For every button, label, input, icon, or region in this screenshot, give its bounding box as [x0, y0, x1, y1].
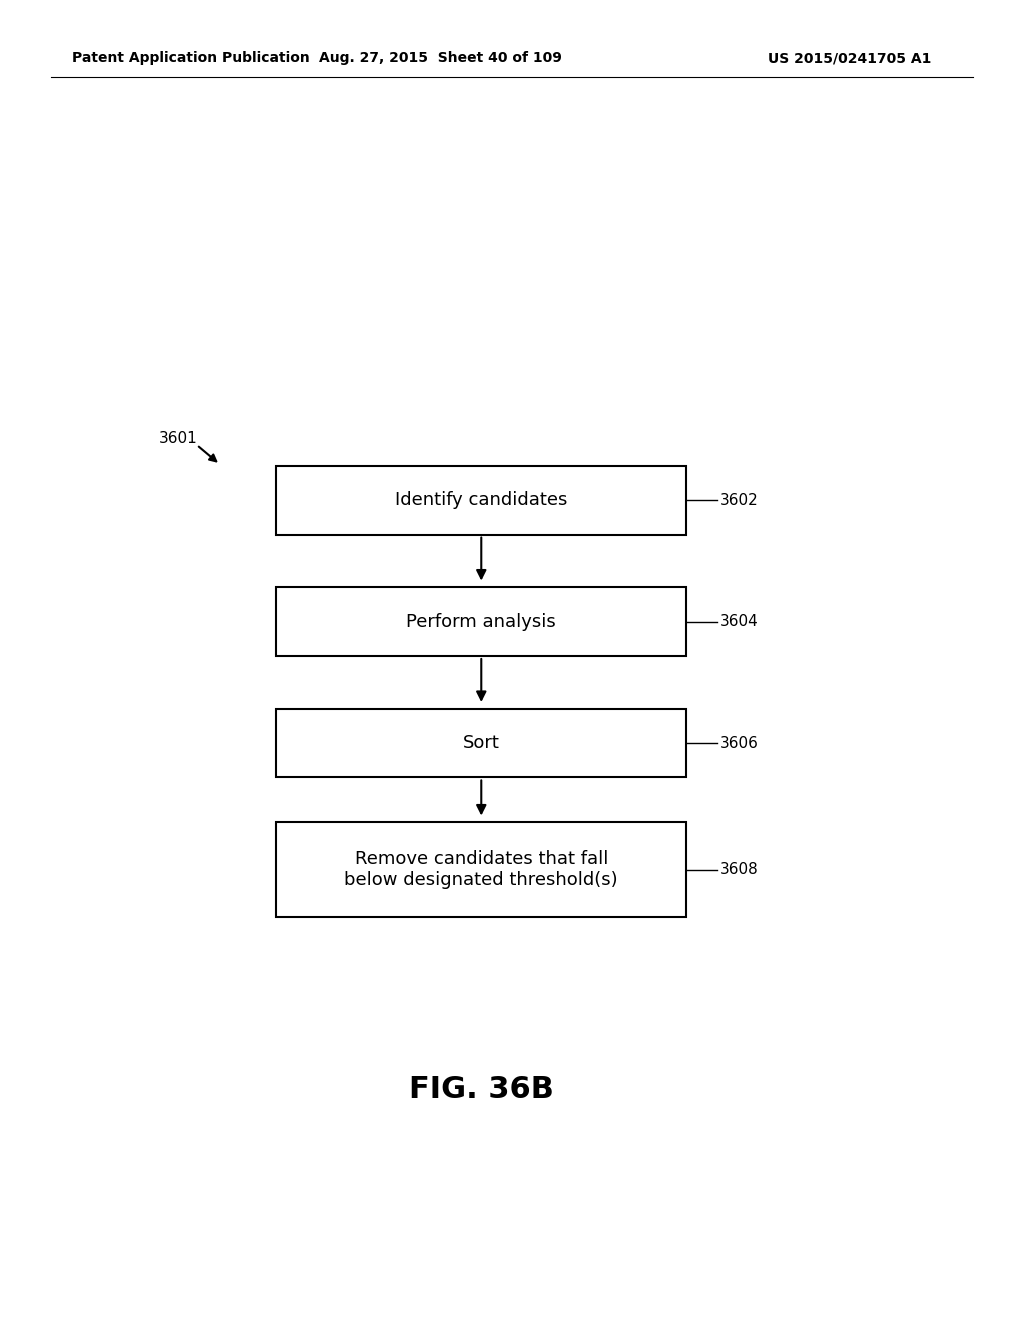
FancyBboxPatch shape [276, 587, 686, 656]
Text: 3606: 3606 [720, 735, 759, 751]
Text: Patent Application Publication: Patent Application Publication [72, 51, 309, 65]
FancyBboxPatch shape [276, 709, 686, 777]
Text: Sort: Sort [463, 734, 500, 752]
FancyBboxPatch shape [276, 822, 686, 917]
Text: Aug. 27, 2015  Sheet 40 of 109: Aug. 27, 2015 Sheet 40 of 109 [318, 51, 562, 65]
FancyBboxPatch shape [276, 466, 686, 535]
Text: FIG. 36B: FIG. 36B [409, 1074, 554, 1104]
Text: 3604: 3604 [720, 614, 759, 630]
Text: Remove candidates that fall
below designated threshold(s): Remove candidates that fall below design… [344, 850, 618, 890]
Text: US 2015/0241705 A1: US 2015/0241705 A1 [768, 51, 932, 65]
Text: 3601: 3601 [159, 430, 198, 446]
Text: Identify candidates: Identify candidates [395, 491, 567, 510]
Text: 3608: 3608 [720, 862, 759, 878]
Text: Perform analysis: Perform analysis [407, 612, 556, 631]
Text: 3602: 3602 [720, 492, 759, 508]
